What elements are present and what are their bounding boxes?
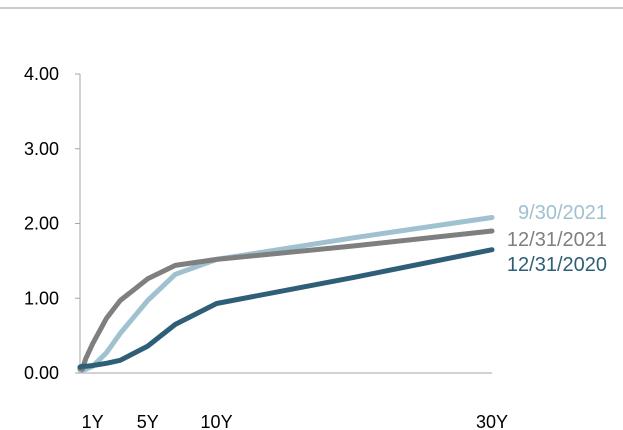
y-tick-label: 2.00: [24, 214, 59, 234]
y-tick-label: 3.00: [24, 139, 59, 159]
series-line-2: [77, 247, 495, 370]
y-tick-label: 4.00: [24, 64, 59, 84]
series-lines: [77, 215, 495, 373]
series-line-1: [77, 228, 495, 372]
series-labels: 9/30/2021 12/31/2021 12/31/2020: [507, 202, 607, 276]
axes: 0.00 1.00 2.00 3.00 4.00 1Y 5Y 10Y 30Y: [24, 64, 508, 430]
x-tick-label: 5Y: [137, 412, 159, 430]
x-tick-label: 1Y: [82, 412, 104, 430]
y-tick-label: 1.00: [24, 288, 59, 308]
y-tick-label: 0.00: [24, 363, 59, 383]
series-label-0: 9/30/2021: [518, 202, 607, 224]
series-label-2: 12/31/2020: [507, 254, 607, 276]
x-tick-label: 10Y: [201, 412, 233, 430]
x-tick-label: 30Y: [476, 412, 508, 430]
series-label-1: 12/31/2021: [507, 229, 607, 251]
